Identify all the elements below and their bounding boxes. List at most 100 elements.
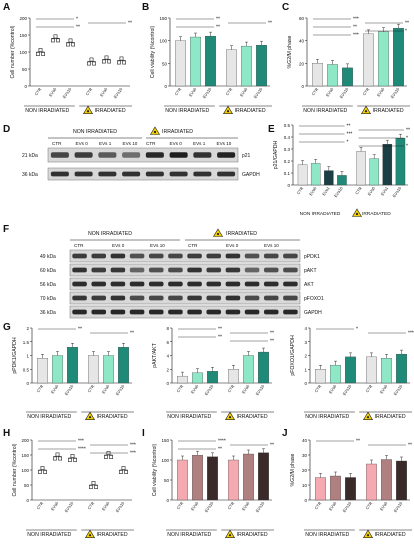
x-tick-label: EVs10	[391, 185, 402, 198]
bar	[396, 353, 407, 384]
x-tick-label: EVs10	[254, 383, 265, 396]
protein-label: GAPDH	[304, 310, 322, 316]
band	[148, 281, 164, 287]
radiation-dot	[216, 232, 220, 236]
band	[148, 309, 164, 315]
significance-label: **	[347, 124, 351, 130]
group-label-non-irradiated: NON IRRADIATED	[27, 532, 71, 538]
warning-triangle	[149, 126, 161, 135]
x-tick-label: CTR	[36, 501, 45, 511]
bar	[256, 45, 267, 87]
band	[193, 152, 212, 158]
data-point	[104, 55, 109, 60]
x-tick-label: CTR	[85, 87, 94, 97]
blot-background	[69, 291, 301, 305]
kda-label: 36 kDa	[40, 310, 56, 316]
significance-label: **	[218, 447, 222, 453]
x-tick-label: EVs10	[389, 86, 400, 99]
lane-label: EVs 1	[193, 141, 206, 146]
group-label-irradiated: IRRADIATED	[95, 108, 126, 114]
band	[72, 281, 87, 287]
bar	[330, 475, 341, 501]
band	[225, 309, 241, 315]
warning-triangle	[82, 105, 94, 114]
radiation-warning-icon	[84, 411, 96, 420]
bar	[103, 355, 114, 384]
x-tick-label: EVs10	[392, 383, 403, 396]
x-tick-label: CTR	[176, 501, 185, 511]
x-tick-label: EVs10	[252, 86, 263, 99]
band	[129, 295, 145, 301]
bar	[228, 369, 239, 384]
y-tick-label: 8	[166, 326, 169, 331]
band	[225, 253, 241, 259]
bar	[381, 459, 392, 501]
blot-strip	[69, 277, 301, 291]
y-tick-label: 150	[19, 33, 27, 38]
bar	[37, 358, 48, 384]
group-label-irradiated: IRRADIATED	[237, 532, 268, 538]
x-tick-label: EVs0	[50, 500, 60, 511]
y-tick-label: 0.5	[284, 123, 291, 128]
x-tick-label: CTR	[311, 87, 320, 97]
lane-label: EVs 0	[112, 243, 125, 248]
band	[193, 171, 212, 177]
y-tick-label: 20	[302, 468, 308, 473]
bar	[324, 170, 334, 186]
blot-strip	[47, 167, 239, 181]
y-tick-label: 50	[24, 483, 30, 488]
significance-label: ***	[78, 439, 84, 445]
band	[168, 253, 183, 259]
y-tick-label: 100	[159, 39, 167, 44]
band	[110, 267, 126, 273]
group-label-non-irradiated: NON IRRADIATED	[303, 108, 347, 114]
group-label-non-irradiated: NON IRRADIATED	[88, 231, 132, 237]
band	[98, 152, 117, 158]
bar	[207, 456, 218, 501]
kda-label: 56 kDa	[40, 282, 56, 288]
radiation-warning-icon	[84, 529, 96, 538]
band	[283, 309, 298, 315]
group-label-non-irradiated: NON IRRADIATED	[27, 414, 71, 420]
band	[187, 309, 202, 315]
band	[72, 295, 87, 301]
data-point	[58, 456, 63, 461]
y-axis-label: Cell viability (%control)	[150, 25, 156, 78]
band	[168, 295, 183, 301]
bar	[192, 372, 203, 384]
y-tick-label: 100	[161, 458, 169, 463]
y-tick-label: 0.2	[284, 159, 291, 164]
y-tick-label: 0.4	[284, 135, 291, 140]
x-tick-label: EVs10	[63, 383, 74, 396]
band	[110, 253, 126, 259]
bar	[88, 355, 99, 384]
y-tick-label: 4	[304, 326, 307, 331]
y-tick-label: 40	[299, 39, 305, 44]
x-tick-label: CTR	[225, 87, 234, 97]
panel-letter: F	[3, 224, 9, 235]
significance-label: ****	[78, 447, 86, 453]
warning-triangle	[84, 411, 96, 420]
y-axis-label: pFOXO1/GAPDH	[290, 335, 296, 376]
kda-label: 21 kDa	[22, 153, 38, 159]
lane-label: CTR	[146, 141, 156, 146]
x-tick-label: CTR	[314, 384, 323, 394]
x-tick-label: CTR	[296, 186, 305, 196]
panel-letter: G	[3, 322, 11, 333]
bar	[226, 49, 237, 87]
y-axis-label: %G2/M phase	[287, 35, 293, 68]
band	[72, 309, 87, 315]
radiation-dot	[88, 534, 92, 537]
significance-label: ****	[408, 331, 414, 337]
band	[91, 309, 107, 315]
x-tick-label: CTR	[87, 501, 96, 511]
band	[206, 295, 222, 301]
significance-label: *	[347, 140, 349, 146]
y-tick-label: 60	[299, 16, 305, 21]
data-point	[55, 452, 60, 457]
bar	[175, 40, 186, 87]
band	[187, 281, 202, 287]
